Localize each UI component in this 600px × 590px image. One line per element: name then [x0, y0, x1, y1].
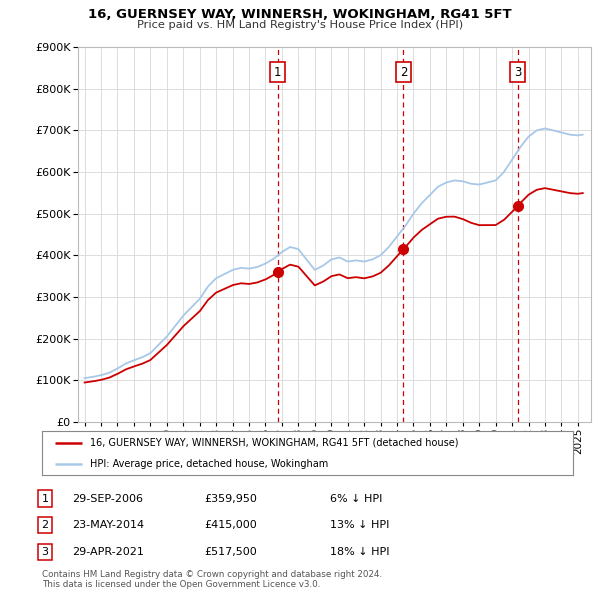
Text: 3: 3	[514, 65, 521, 78]
Text: 16, GUERNSEY WAY, WINNERSH, WOKINGHAM, RG41 5FT (detached house): 16, GUERNSEY WAY, WINNERSH, WOKINGHAM, R…	[90, 438, 458, 448]
Text: 16, GUERNSEY WAY, WINNERSH, WOKINGHAM, RG41 5FT: 16, GUERNSEY WAY, WINNERSH, WOKINGHAM, R…	[88, 8, 512, 21]
Text: 13% ↓ HPI: 13% ↓ HPI	[330, 520, 389, 530]
Text: £415,000: £415,000	[204, 520, 257, 530]
Text: £517,500: £517,500	[204, 547, 257, 556]
Text: 6% ↓ HPI: 6% ↓ HPI	[330, 494, 382, 503]
Text: 3: 3	[41, 547, 49, 556]
Text: 1: 1	[274, 65, 281, 78]
Text: 23-MAY-2014: 23-MAY-2014	[72, 520, 144, 530]
Text: 29-SEP-2006: 29-SEP-2006	[72, 494, 143, 503]
Text: Contains HM Land Registry data © Crown copyright and database right 2024.
This d: Contains HM Land Registry data © Crown c…	[42, 570, 382, 589]
Text: HPI: Average price, detached house, Wokingham: HPI: Average price, detached house, Woki…	[90, 459, 328, 469]
Text: 2: 2	[41, 520, 49, 530]
Text: 1: 1	[41, 494, 49, 503]
Text: Price paid vs. HM Land Registry's House Price Index (HPI): Price paid vs. HM Land Registry's House …	[137, 20, 463, 30]
Text: 2: 2	[400, 65, 407, 78]
Text: £359,950: £359,950	[204, 494, 257, 503]
Text: 18% ↓ HPI: 18% ↓ HPI	[330, 547, 389, 556]
Text: 29-APR-2021: 29-APR-2021	[72, 547, 144, 556]
